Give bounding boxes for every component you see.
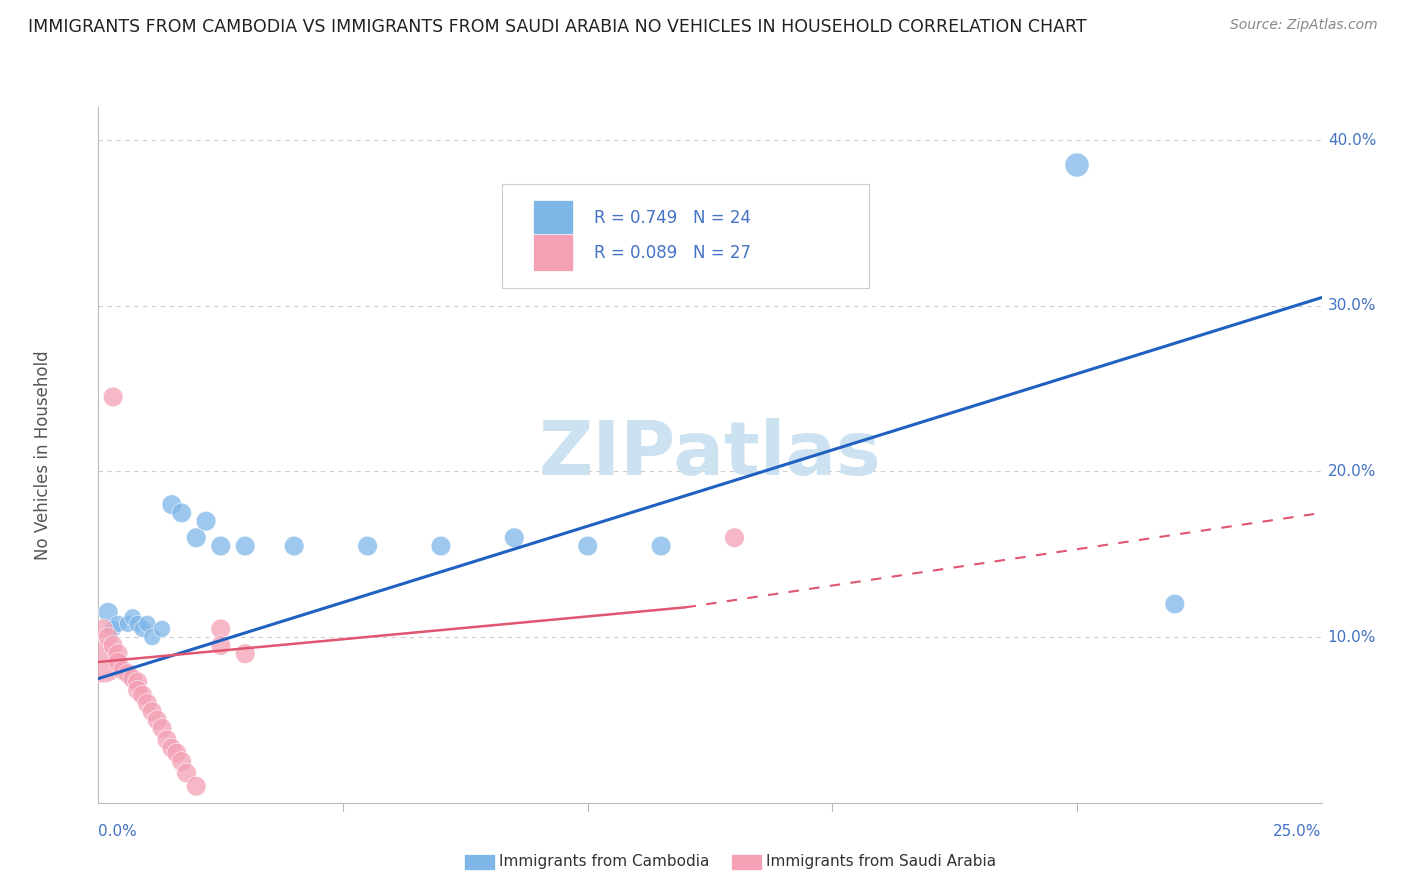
Point	[150, 721, 173, 735]
Point	[141, 705, 163, 719]
Point	[209, 622, 232, 636]
Point	[131, 688, 153, 702]
Text: Source: ZipAtlas.com: Source: ZipAtlas.com	[1230, 18, 1378, 32]
Point	[141, 630, 163, 644]
Point	[107, 616, 129, 631]
Point	[97, 605, 120, 619]
Point	[117, 666, 139, 681]
Bar	[533, 235, 574, 270]
Point	[356, 539, 378, 553]
Point	[107, 655, 129, 669]
Text: No Vehicles in Household: No Vehicles in Household	[34, 350, 52, 560]
Text: Immigrants from Cambodia: Immigrants from Cambodia	[499, 855, 710, 869]
Point	[233, 539, 256, 553]
Point	[127, 683, 149, 698]
Point	[166, 746, 188, 760]
Point	[170, 506, 193, 520]
Point	[111, 663, 134, 677]
Point	[117, 616, 139, 631]
Point	[233, 647, 256, 661]
Point	[160, 498, 183, 512]
Point	[209, 639, 232, 653]
Point	[146, 713, 169, 727]
Point	[101, 622, 124, 636]
Bar	[533, 200, 574, 235]
Text: 0.0%: 0.0%	[98, 823, 138, 838]
Point	[101, 639, 124, 653]
Point	[150, 622, 173, 636]
Text: 10.0%: 10.0%	[1327, 630, 1376, 645]
Point	[136, 697, 159, 711]
Point	[176, 766, 198, 780]
Text: 30.0%: 30.0%	[1327, 298, 1376, 313]
Point	[91, 622, 114, 636]
Point	[430, 539, 453, 553]
Text: 25.0%: 25.0%	[1274, 823, 1322, 838]
Point	[131, 622, 153, 636]
Point	[127, 616, 149, 631]
Point	[186, 531, 208, 545]
Text: R = 0.089   N = 27: R = 0.089 N = 27	[593, 244, 751, 262]
Point	[195, 514, 218, 528]
Point	[97, 630, 120, 644]
Point	[576, 539, 599, 553]
Text: R = 0.749   N = 24: R = 0.749 N = 24	[593, 210, 751, 227]
Point	[650, 539, 672, 553]
Point	[101, 390, 124, 404]
Text: 20.0%: 20.0%	[1327, 464, 1376, 479]
Point	[127, 674, 149, 689]
Point	[186, 779, 208, 793]
Point	[121, 610, 143, 624]
Point	[156, 732, 179, 747]
Point	[121, 672, 143, 686]
Point	[136, 616, 159, 631]
Point	[503, 531, 526, 545]
Text: IMMIGRANTS FROM CAMBODIA VS IMMIGRANTS FROM SAUDI ARABIA NO VEHICLES IN HOUSEHOL: IMMIGRANTS FROM CAMBODIA VS IMMIGRANTS F…	[28, 18, 1087, 36]
Text: 40.0%: 40.0%	[1327, 133, 1376, 148]
Point	[160, 741, 183, 756]
Point	[91, 655, 114, 669]
Text: Immigrants from Saudi Arabia: Immigrants from Saudi Arabia	[766, 855, 997, 869]
Point	[1164, 597, 1187, 611]
Point	[1066, 158, 1088, 172]
Point	[107, 647, 129, 661]
Point	[170, 755, 193, 769]
Text: ZIPatlas: ZIPatlas	[538, 418, 882, 491]
Point	[209, 539, 232, 553]
FancyBboxPatch shape	[502, 184, 869, 288]
Point	[283, 539, 305, 553]
Point	[723, 531, 745, 545]
